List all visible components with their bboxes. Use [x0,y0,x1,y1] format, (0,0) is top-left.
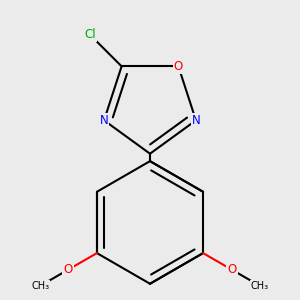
Text: N: N [100,114,108,127]
Text: O: O [227,263,237,276]
Text: Cl: Cl [84,28,96,41]
Text: CH₃: CH₃ [32,280,50,291]
Text: N: N [192,114,200,127]
Text: O: O [174,60,183,73]
Text: O: O [63,263,73,276]
Text: CH₃: CH₃ [250,280,268,291]
